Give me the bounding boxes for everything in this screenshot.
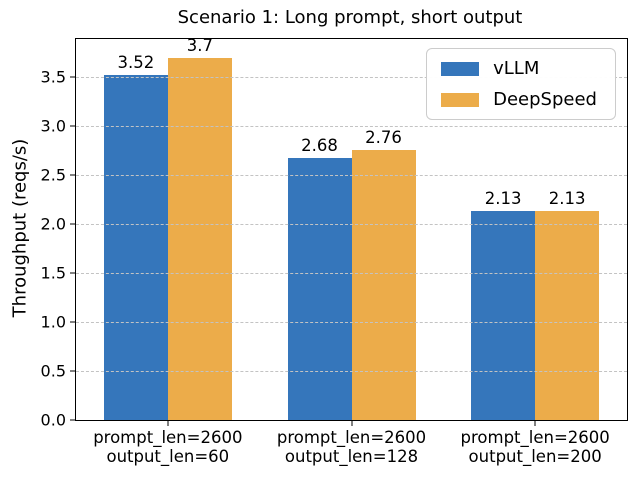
bar-value-label: 2.13 [548,189,586,209]
y-tick-mark [70,223,76,225]
bar-value-label: 2.13 [484,189,522,209]
legend-label: vLLM [493,58,540,79]
legend: vLLM DeepSpeed [426,48,616,120]
bar-deepspeed-group2 [351,149,416,420]
x-tick-mark [167,420,169,426]
y-tick-mark [70,125,76,127]
bar-value-label: 2.68 [301,135,338,155]
chart-title: Scenario 1: Long prompt, short output [177,7,523,28]
y-tick-label: 3.5 [40,67,66,87]
bar-deepspeed-group3 [535,211,600,420]
bar-value-label: 3.7 [186,35,213,55]
y-tick-mark [70,419,76,421]
y-tick-label: 3.0 [40,116,66,136]
x-category-label: prompt_len=2600 output_len=60 [93,428,243,466]
x-tick-mark [351,420,352,426]
legend-swatch-deepspeed [441,92,480,107]
y-gridline [76,273,627,275]
y-axis-label: Throughput (reqs/s) [9,138,31,318]
y-gridline [76,175,627,177]
y-gridline [76,224,627,226]
y-tick-mark [70,321,76,323]
y-tick-label: 1.5 [40,263,66,283]
x-tick-mark [534,420,536,426]
legend-label: DeepSpeed [493,89,597,110]
y-tick-label: 2.0 [40,214,66,234]
y-tick-mark [70,174,76,176]
legend-entry-vllm: vLLM [441,58,601,79]
x-category-label: prompt_len=2600 output_len=128 [276,428,427,466]
legend-swatch-vllm [441,61,480,76]
y-tick-mark [70,272,76,274]
bar-value-label: 3.52 [117,53,155,73]
bar-value-label: 2.76 [365,127,402,147]
x-category-label: prompt_len=2600 output_len=200 [460,428,610,466]
y-tick-label: 0.5 [40,361,66,381]
y-gridline [76,77,627,79]
y-tick-mark [70,76,76,78]
bar-vllm-group3 [471,211,536,420]
bar-vllm-group2 [287,157,352,420]
bar-vllm-group1 [103,75,168,420]
y-tick-label: 1.0 [40,312,66,332]
y-tick-label: 2.5 [40,165,66,185]
plot-area: 3.52 2.68 2.13 3.7 2.76 2.13 0.0 0.5 1.0 1.5 2.0 2.… [41,35,628,466]
y-gridline [76,322,627,324]
y-tick-label: 0.0 [40,410,66,430]
y-tick-mark [70,370,76,372]
legend-entry-deepspeed: DeepSpeed [441,89,601,110]
y-gridline [76,126,627,128]
y-gridline [76,371,627,373]
bar-deepspeed-group1 [167,57,232,420]
